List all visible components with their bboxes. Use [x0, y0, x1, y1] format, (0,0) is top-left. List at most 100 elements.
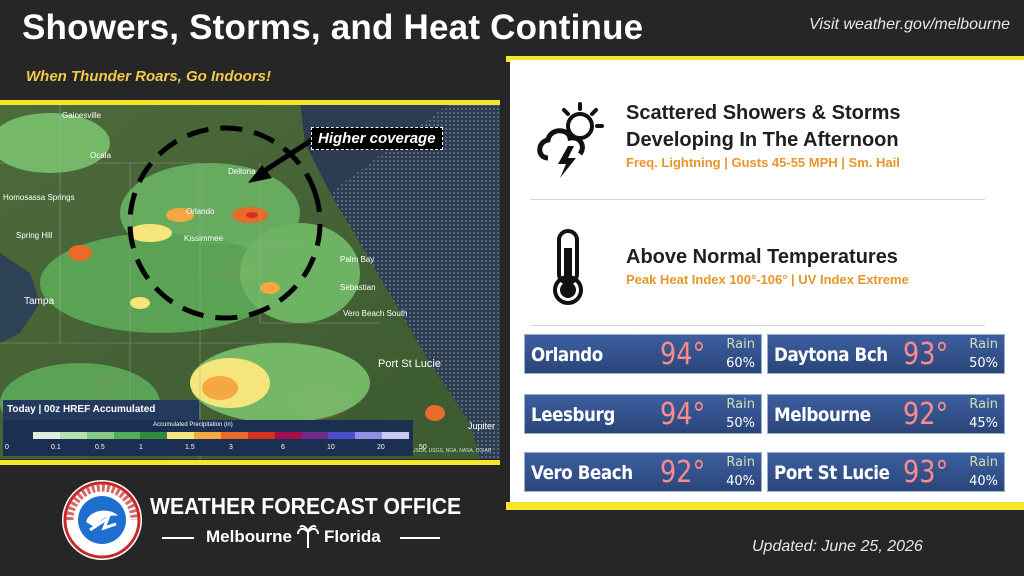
high-temperature: 93° [903, 337, 949, 372]
city-forecast-tile: Orlando 94° Rain 60% [524, 334, 762, 374]
legend-tick-label: 1.5 [185, 444, 195, 451]
legend-swatch [247, 432, 275, 439]
map-city-label: Orlando [186, 207, 215, 216]
legend-tick-label: 6 [281, 444, 285, 451]
legend-ticks: 0 0.1 0.5 1 1.5 3 6 10 20 50 [3, 444, 427, 454]
legend-swatch [113, 432, 141, 439]
rain-chance: 45% [969, 416, 998, 431]
heat-title: Above Normal Temperatures [626, 246, 898, 268]
city-name: Daytona Bch [774, 344, 888, 366]
city-forecast-tile: Vero Beach 92° Rain 40% [524, 452, 762, 492]
heat-details: Peak Heat Index 100°-106° | UV Index Ext… [626, 272, 909, 287]
storms-title-line1: Scattered Showers & Storms [626, 102, 901, 124]
divider [400, 537, 440, 539]
office-city: Melbourne [206, 527, 292, 546]
map-city-label: Vero Beach South [343, 309, 408, 318]
rain-chance: 60% [726, 356, 755, 371]
accent-bar [0, 100, 500, 105]
legend-swatch [194, 432, 222, 439]
storms-title: Scattered Showers & Storms Developing In… [626, 100, 901, 154]
legend-scale-title: Accumulated Precipitation (in) [153, 422, 233, 428]
office-location: Melbourne Florida [162, 525, 442, 548]
updated-timestamp: Updated: June 25, 2026 [752, 538, 923, 555]
higher-coverage-callout: Higher coverage [311, 127, 443, 150]
office-name: WEATHER FORECAST OFFICE [150, 493, 462, 519]
rain-chance: 50% [969, 356, 998, 371]
map-city-label: Palm Bay [340, 255, 375, 264]
divider [530, 199, 985, 200]
city-name: Port St Lucie [774, 462, 890, 484]
legend-tick-label: 3 [229, 444, 233, 451]
accent-bar [506, 502, 1024, 510]
rain-chance: 40% [726, 474, 755, 489]
accent-bar [506, 56, 1024, 62]
hazard-panel: Scattered Showers & Storms Developing In… [510, 60, 1024, 510]
legend-swatch [274, 432, 302, 439]
map-city-label: Tampa [24, 296, 55, 307]
storms-details: Freq. Lightning | Gusts 45-55 MPH | Sm. … [626, 155, 900, 170]
rain-label: Rain [726, 455, 755, 470]
legend-swatch [33, 432, 60, 439]
map-attribution: USDA, USGS, NGA, NASA, CGIAR [412, 448, 492, 454]
legend-tick-label: 50 [419, 444, 427, 451]
thunderstorm-icon [537, 102, 604, 178]
legend-tick-label: 0.5 [95, 444, 105, 451]
legend-tick-label: 10 [327, 444, 335, 451]
divider [530, 325, 985, 326]
map-city-label: Sebastian [340, 283, 376, 292]
city-forecast-tile: Port St Lucie 93° Rain 40% [767, 452, 1005, 492]
legend-title: Today | 00z HREF Accumulated Precipitati… [3, 400, 199, 435]
safety-subtitle: When Thunder Roars, Go Indoors! [26, 68, 271, 85]
nws-logo [62, 480, 142, 560]
high-temperature: 94° [660, 337, 706, 372]
map-city-label: Homosassa Springs [3, 193, 75, 202]
legend-swatch [59, 432, 87, 439]
website-link[interactable]: Visit weather.gov/melbourne [809, 16, 1010, 33]
high-temperature: 92° [903, 397, 949, 432]
city-name: Orlando [531, 344, 603, 366]
city-name: Melbourne [774, 404, 871, 426]
city-name: Vero Beach [531, 462, 633, 484]
map-city-label: Port St Lucie [378, 358, 441, 370]
city-forecast-tile: Daytona Bch 93° Rain 50% [767, 334, 1005, 374]
precip-legend: Accumulated Precipitation (in) 0 0.1 0.5 1 1… [3, 420, 427, 456]
rain-label: Rain [969, 337, 998, 352]
map-city-label: Kissimmee [184, 234, 224, 243]
map-city-label: Gainesville [62, 111, 102, 120]
legend-tick-label: 1 [139, 444, 143, 451]
high-temperature: 93° [903, 455, 949, 490]
legend-swatch [355, 432, 383, 439]
city-forecast-tile: Leesburg 94° Rain 50% [524, 394, 762, 434]
rain-label: Rain [969, 455, 998, 470]
legend-swatch [328, 432, 356, 439]
coverage-outline [127, 125, 323, 321]
legend-swatch [221, 432, 248, 439]
high-temperature: 92° [660, 455, 706, 490]
rain-label: Rain [726, 397, 755, 412]
rain-label: Rain [969, 397, 998, 412]
divider [162, 537, 194, 539]
storms-title-line2: Developing In The Afternoon [626, 129, 899, 151]
legend-tick-label: 20 [377, 444, 385, 451]
legend-color-bar [33, 432, 410, 439]
office-state: Florida [324, 527, 381, 546]
legend-tick-label: 0.1 [51, 444, 61, 451]
map-city-label: Spring Hill [16, 231, 53, 240]
high-temperature: 94° [660, 397, 706, 432]
map-city-label: Ocala [90, 151, 111, 160]
legend-swatch [301, 432, 329, 439]
legend-tick-label: 0 [5, 444, 9, 451]
legend-swatch [167, 432, 195, 439]
legend-swatch [140, 432, 168, 439]
rain-label: Rain [726, 337, 755, 352]
map-city-label: Deltona [228, 167, 256, 176]
map-city-label: Jupiter [468, 421, 496, 431]
palm-tree-icon [297, 525, 319, 548]
rain-chance: 40% [969, 474, 998, 489]
legend-swatch [86, 432, 114, 439]
city-name: Leesburg [531, 404, 615, 426]
city-forecast-tile: Melbourne 92° Rain 45% [767, 394, 1005, 434]
accent-bar [0, 460, 500, 465]
thermometer-icon [553, 229, 583, 305]
legend-swatch [382, 432, 410, 439]
